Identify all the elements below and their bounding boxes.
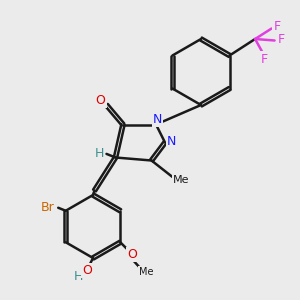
Text: N: N: [153, 112, 162, 126]
Text: F: F: [273, 20, 280, 34]
Text: Me: Me: [140, 267, 154, 277]
Text: H: H: [94, 147, 104, 161]
Text: O: O: [96, 94, 105, 107]
Text: F: F: [260, 52, 268, 66]
Text: Br: Br: [41, 201, 55, 214]
Text: Me: Me: [173, 175, 190, 185]
Text: O: O: [82, 264, 92, 277]
Text: F: F: [278, 33, 285, 46]
Text: O: O: [127, 248, 137, 261]
Text: H: H: [73, 270, 83, 283]
Text: N: N: [167, 135, 176, 148]
